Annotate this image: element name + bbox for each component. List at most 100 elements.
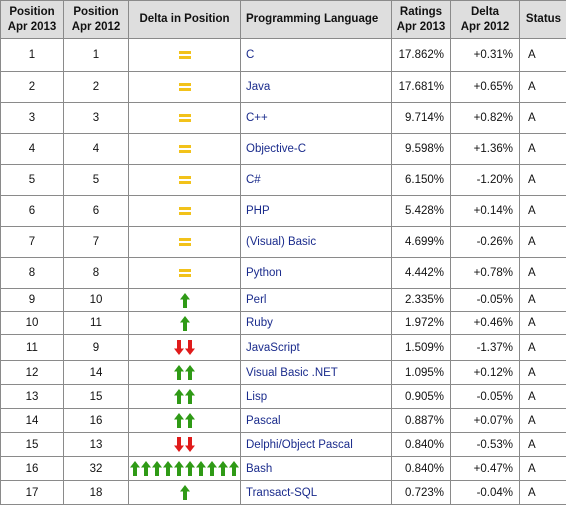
delta-position-cell bbox=[129, 39, 241, 72]
rating-cell: 0.840% bbox=[392, 433, 451, 457]
rating-cell: 0.723% bbox=[392, 481, 451, 505]
delta-cell: +0.46% bbox=[451, 312, 520, 335]
delta-cell: +0.47% bbox=[451, 457, 520, 481]
position-2012-cell: 2 bbox=[64, 72, 129, 103]
header-status[interactable]: Status bbox=[520, 1, 566, 39]
position-2013-cell: 13 bbox=[1, 385, 64, 409]
green-up-arrow-icon bbox=[180, 485, 190, 500]
up-arrows bbox=[180, 316, 190, 331]
equals-icon bbox=[179, 114, 191, 122]
delta-cell: +0.12% bbox=[451, 361, 520, 385]
up-arrows bbox=[174, 413, 195, 428]
up-arrows bbox=[174, 365, 195, 380]
language-link[interactable]: Python bbox=[241, 258, 392, 289]
rating-cell: 9.598% bbox=[392, 134, 451, 165]
rating-cell: 5.428% bbox=[392, 196, 451, 227]
delta-position-cell bbox=[129, 227, 241, 258]
green-up-arrow-icon bbox=[130, 461, 140, 476]
status-cell: A bbox=[520, 258, 566, 289]
language-link[interactable]: PHP bbox=[241, 196, 392, 227]
position-2012-cell: 5 bbox=[64, 165, 129, 196]
rating-cell: 0.840% bbox=[392, 457, 451, 481]
position-2013-cell: 2 bbox=[1, 72, 64, 103]
status-cell: A bbox=[520, 103, 566, 134]
down-arrows bbox=[174, 340, 195, 355]
position-2013-cell: 5 bbox=[1, 165, 64, 196]
position-2013-cell: 17 bbox=[1, 481, 64, 505]
language-link[interactable]: Objective-C bbox=[241, 134, 392, 165]
status-cell: A bbox=[520, 385, 566, 409]
equals-icon bbox=[179, 176, 191, 184]
position-2013-cell: 11 bbox=[1, 335, 64, 361]
green-up-arrow-icon bbox=[185, 365, 195, 380]
language-link[interactable]: C# bbox=[241, 165, 392, 196]
language-link[interactable]: C++ bbox=[241, 103, 392, 134]
green-up-arrow-icon bbox=[152, 461, 162, 476]
delta-cell: +0.07% bbox=[451, 409, 520, 433]
green-up-arrow-icon bbox=[141, 461, 151, 476]
delta-position-cell bbox=[129, 103, 241, 134]
delta-position-cell bbox=[129, 134, 241, 165]
header-delta-position[interactable]: Delta in Position bbox=[129, 1, 241, 39]
green-up-arrow-icon bbox=[174, 461, 184, 476]
language-link[interactable]: Java bbox=[241, 72, 392, 103]
position-2012-cell: 7 bbox=[64, 227, 129, 258]
delta-cell: -0.05% bbox=[451, 385, 520, 409]
delta-position-cell bbox=[129, 312, 241, 335]
green-up-arrow-icon bbox=[207, 461, 217, 476]
language-link[interactable]: Transact-SQL bbox=[241, 481, 392, 505]
green-up-arrow-icon bbox=[196, 461, 206, 476]
status-cell: A bbox=[520, 481, 566, 505]
status-cell: A bbox=[520, 361, 566, 385]
rating-cell: 1.972% bbox=[392, 312, 451, 335]
header-language[interactable]: Programming Language bbox=[241, 1, 392, 39]
position-2012-cell: 18 bbox=[64, 481, 129, 505]
language-link[interactable]: Lisp bbox=[241, 385, 392, 409]
language-link[interactable]: Perl bbox=[241, 289, 392, 312]
red-down-arrow-icon bbox=[174, 340, 184, 355]
status-cell: A bbox=[520, 39, 566, 72]
language-link[interactable]: Pascal bbox=[241, 409, 392, 433]
language-link[interactable]: (Visual) Basic bbox=[241, 227, 392, 258]
delta-position-cell bbox=[129, 335, 241, 361]
delta-cell: -0.05% bbox=[451, 289, 520, 312]
position-2012-cell: 32 bbox=[64, 457, 129, 481]
rating-cell: 1.095% bbox=[392, 361, 451, 385]
position-2012-cell: 15 bbox=[64, 385, 129, 409]
language-link[interactable]: Visual Basic .NET bbox=[241, 361, 392, 385]
delta-cell: +0.14% bbox=[451, 196, 520, 227]
language-link[interactable]: JavaScript bbox=[241, 335, 392, 361]
green-up-arrow-icon bbox=[229, 461, 239, 476]
rating-cell: 1.509% bbox=[392, 335, 451, 361]
position-2012-cell: 9 bbox=[64, 335, 129, 361]
position-2013-cell: 9 bbox=[1, 289, 64, 312]
rating-cell: 4.699% bbox=[392, 227, 451, 258]
position-2012-cell: 11 bbox=[64, 312, 129, 335]
red-down-arrow-icon bbox=[185, 340, 195, 355]
equals-icon bbox=[179, 145, 191, 153]
green-up-arrow-icon bbox=[174, 365, 184, 380]
down-arrows bbox=[174, 437, 195, 452]
delta-position-cell bbox=[129, 433, 241, 457]
language-link[interactable]: Delphi/Object Pascal bbox=[241, 433, 392, 457]
status-cell: A bbox=[520, 335, 566, 361]
status-cell: A bbox=[520, 165, 566, 196]
position-2012-cell: 8 bbox=[64, 258, 129, 289]
language-link[interactable]: Ruby bbox=[241, 312, 392, 335]
status-cell: A bbox=[520, 134, 566, 165]
position-2013-cell: 7 bbox=[1, 227, 64, 258]
language-link[interactable]: C bbox=[241, 39, 392, 72]
language-link[interactable]: Bash bbox=[241, 457, 392, 481]
